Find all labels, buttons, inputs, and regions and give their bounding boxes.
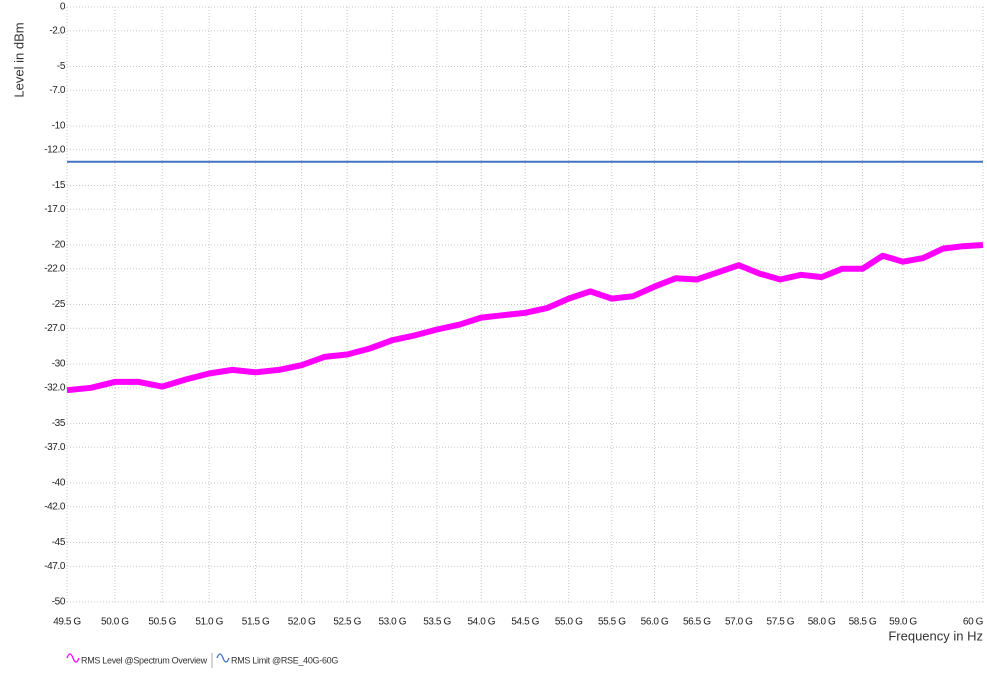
x-tick-label: 57.5 G [767, 617, 795, 628]
x-tick-label: 50.5 G [148, 617, 176, 628]
series-line [66, 242, 984, 394]
legend-label: RMS Limit @RSE_40G-60G [231, 655, 338, 665]
y-tick-label: -10 [52, 121, 66, 132]
x-tick-label: 56.5 G [683, 617, 711, 628]
y-tick-label: -40 [52, 478, 66, 489]
y-tick-label: -45 [52, 537, 66, 548]
x-axis-title: Frequency in Hz [888, 628, 983, 643]
x-tick-label: 60 G [963, 617, 984, 628]
y-tick-label: -47.0 [44, 561, 66, 572]
x-tick-label: 52.0 G [288, 617, 316, 628]
x-tick-label: 53.0 G [378, 617, 406, 628]
y-axis-title: Level in dBm [11, 22, 26, 97]
y-tick-label: -42.0 [44, 501, 66, 512]
x-tick-label: 55.0 G [555, 617, 583, 628]
legend-icon [66, 653, 80, 663]
y-tick-label: -27.0 [44, 323, 66, 334]
y-tick-label: -5 [57, 61, 66, 72]
x-tick-label: 54.5 G [511, 617, 539, 628]
x-tick-label: 53.5 G [423, 617, 451, 628]
x-tick-label: 51.5 G [242, 617, 270, 628]
x-tick-label: 57.0 G [725, 617, 753, 628]
legend-label: RMS Level @Spectrum Overview [81, 655, 208, 665]
y-tick-label: -15 [52, 180, 66, 191]
y-tick-label: -32.0 [44, 382, 66, 393]
y-tick-label: -17.0 [44, 204, 66, 215]
x-tick-label: 56.0 G [641, 617, 669, 628]
x-tick-label: 52.5 G [333, 617, 361, 628]
x-tick-label: 50.0 G [101, 617, 129, 628]
x-tick-label: 59.0 G [889, 617, 917, 628]
x-tick-label: 54.0 G [468, 617, 496, 628]
y-tick-label: -30 [52, 359, 66, 370]
x-tick-label: 58.0 G [808, 617, 836, 628]
y-tick-label: -50 [52, 597, 66, 608]
x-tick-label: 49.5 G [53, 617, 81, 628]
y-tick-label: -7.0 [49, 85, 65, 96]
y-tick-label: 0 [60, 2, 66, 13]
y-tick-label: -22.0 [44, 263, 66, 274]
y-tick-label: -20 [52, 240, 66, 251]
x-tick-label: 51.0 G [195, 617, 223, 628]
legend-icon [216, 653, 230, 663]
y-tick-label: -37.0 [44, 442, 66, 453]
x-tick-label: 58.5 G [849, 617, 877, 628]
y-tick-label: -35 [52, 418, 66, 429]
y-tick-label: -2.0 [49, 25, 65, 36]
y-tick-label: -12.0 [44, 144, 66, 155]
y-tick-label: -25 [52, 299, 66, 310]
x-tick-label: 55.5 G [598, 617, 626, 628]
